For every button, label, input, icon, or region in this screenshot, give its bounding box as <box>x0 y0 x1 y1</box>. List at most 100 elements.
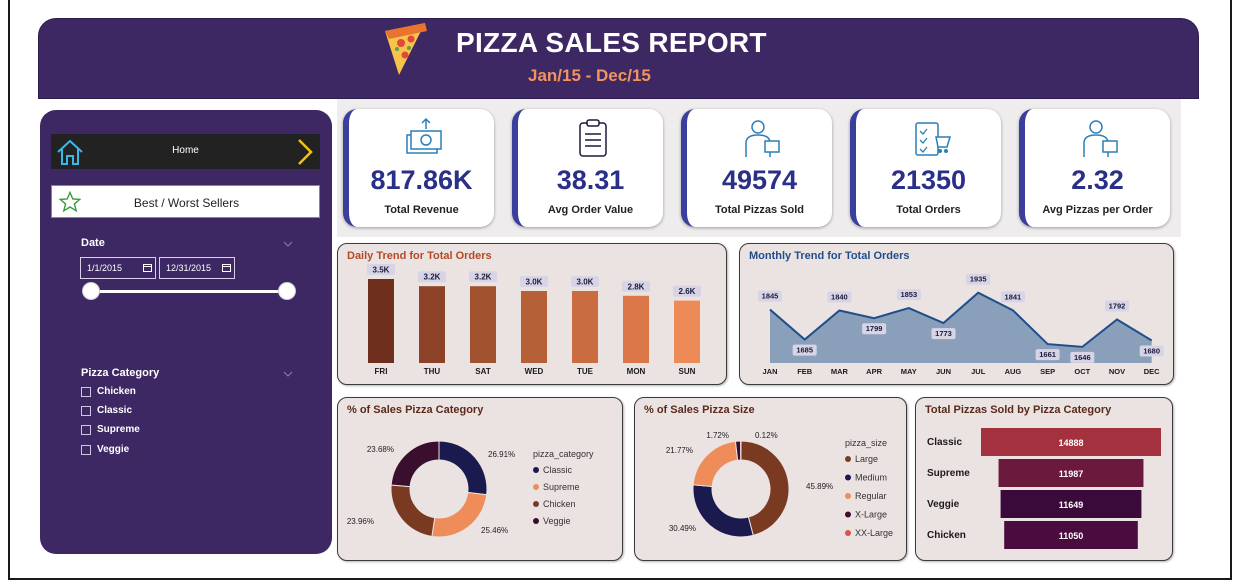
chart-title: % of Sales Pizza Size <box>644 404 755 416</box>
kpi-value: 21350 <box>890 165 967 195</box>
x-tick-label: DEC <box>1144 367 1160 376</box>
data-label-bg <box>418 271 446 283</box>
data-label-bg <box>469 271 497 283</box>
monthly-area-fill <box>770 292 1152 363</box>
slice-value-label: 30.49% <box>669 524 696 533</box>
category-label: Chicken <box>927 530 966 541</box>
data-label-bg <box>367 264 395 275</box>
data-label-bg <box>1035 349 1060 361</box>
legend-marker <box>533 484 539 490</box>
date-start-value: 1/1/2015 <box>87 263 123 273</box>
legend-marker <box>845 493 851 499</box>
x-tick-label: SUN <box>679 367 696 376</box>
kpi-value: 2.32 <box>1071 165 1124 195</box>
x-tick-label: FRI <box>375 367 388 376</box>
date-end-input[interactable]: 12/31/2015 <box>159 257 235 279</box>
slice-value-label: 21.77% <box>666 446 693 455</box>
legend-label: Large <box>855 454 878 464</box>
slice-value-label: 1.72% <box>706 431 729 440</box>
slider-end-handle[interactable] <box>278 282 296 300</box>
data-label-bg <box>792 344 817 356</box>
data-label: 1841 <box>1005 292 1022 301</box>
category-label: Classic <box>927 437 962 448</box>
kpi-card-total-orders: 21350 Total Orders <box>850 109 1001 227</box>
data-label-bg <box>622 280 650 292</box>
donut-slice <box>438 440 488 496</box>
x-tick-label: NOV <box>1109 367 1125 376</box>
home-label[interactable]: Home <box>172 145 199 156</box>
kpi-card-avg-order-value: 38.31 Avg Order Value <box>512 109 663 227</box>
chart-title: Monthly Trend for Total Orders <box>749 250 910 262</box>
order-list-icon <box>915 122 952 156</box>
chevron-right-icon[interactable] <box>295 138 315 166</box>
pizzas-by-category-chart: 14888 Classic 11987 Supreme 11649 Veggie 11050… <box>927 428 1161 549</box>
data-label-bg <box>862 323 887 335</box>
x-tick-label: APR <box>866 367 882 376</box>
data-label-bg <box>1105 300 1129 312</box>
data-label: 1853 <box>900 290 917 299</box>
chevron-down-icon[interactable] <box>283 371 293 377</box>
category-label: Veggie <box>927 499 960 510</box>
chevron-down-icon[interactable] <box>283 241 293 247</box>
data-label: 2.8K <box>628 282 645 291</box>
daily-trend-chart: 3.5K FRI 3.2K THU 3.2K SAT 3.0K WED 3.0K TUE 2.8K M… <box>367 264 701 376</box>
slice-value-label: 23.96% <box>347 517 374 526</box>
legend-label: X-Large <box>855 510 887 520</box>
chart-title: Daily Trend for Total Orders <box>347 250 492 262</box>
clipboard-icon <box>579 119 607 157</box>
calendar-icon[interactable] <box>222 263 231 272</box>
data-label-bg <box>966 273 991 285</box>
date-start-input[interactable]: 1/1/2015 <box>80 257 156 279</box>
legend-marker <box>845 456 851 462</box>
report-frame <box>8 0 1232 580</box>
x-tick-label: TUE <box>577 367 594 376</box>
legend-label: XX-Large <box>855 528 893 538</box>
data-label: 3.0K <box>577 278 594 287</box>
legend-marker <box>533 518 539 524</box>
x-tick-label: FEB <box>797 367 813 376</box>
donut-slice <box>692 484 754 538</box>
date-filter-heading: Date <box>81 237 105 249</box>
kpi-label: Total Orders <box>896 204 961 216</box>
category-bar <box>998 459 1144 487</box>
data-label: 1792 <box>1109 302 1126 311</box>
x-tick-label: WED <box>525 367 544 376</box>
date-range-slider[interactable] <box>91 290 287 293</box>
kpi-value: 817.86K <box>370 165 473 195</box>
daily-bar <box>572 291 598 363</box>
kpi-label: Avg Pizzas per Order <box>1042 204 1153 216</box>
slice-value-label: 26.91% <box>488 450 515 459</box>
best-worst-sellers-button[interactable]: Best / Worst Sellers <box>51 185 320 218</box>
report-header: PIZZA SALES REPORT Jan/15 - Dec/15 <box>38 18 1199 99</box>
data-label: 11987 <box>1059 469 1084 479</box>
legend-title: pizza_category <box>533 449 594 459</box>
x-tick-label: JUL <box>971 367 986 376</box>
checkbox[interactable] <box>81 406 91 416</box>
checkbox[interactable] <box>81 387 91 397</box>
data-label: 11050 <box>1059 531 1084 541</box>
calendar-icon[interactable] <box>143 263 152 272</box>
data-label: 1935 <box>970 275 987 284</box>
slider-start-handle[interactable] <box>82 282 100 300</box>
category-filter-heading: Pizza Category <box>81 367 160 379</box>
kpi-value: 38.31 <box>556 165 625 195</box>
kpi-card-total-revenue: 817.86K Total Revenue <box>343 109 494 227</box>
daily-bar <box>674 300 700 363</box>
legend-marker <box>533 467 539 473</box>
data-label-bg <box>1139 345 1164 357</box>
checkbox[interactable] <box>81 425 91 435</box>
kpi-label: Total Pizzas Sold <box>714 204 805 216</box>
data-label: 11649 <box>1059 500 1084 510</box>
x-tick-label: THU <box>424 367 441 376</box>
kpi-label: Total Revenue <box>384 204 459 216</box>
data-label-bg <box>758 290 782 302</box>
delivery-icon <box>1083 120 1118 157</box>
slice-value-label: 25.46% <box>481 526 508 535</box>
home-icon[interactable] <box>55 137 85 167</box>
money-icon <box>406 117 442 154</box>
data-label-bg <box>520 276 548 287</box>
daily-bar <box>521 291 547 363</box>
x-tick-label: SAT <box>475 367 491 376</box>
pizza-slice-icon <box>385 23 427 75</box>
checkbox[interactable] <box>81 445 91 455</box>
